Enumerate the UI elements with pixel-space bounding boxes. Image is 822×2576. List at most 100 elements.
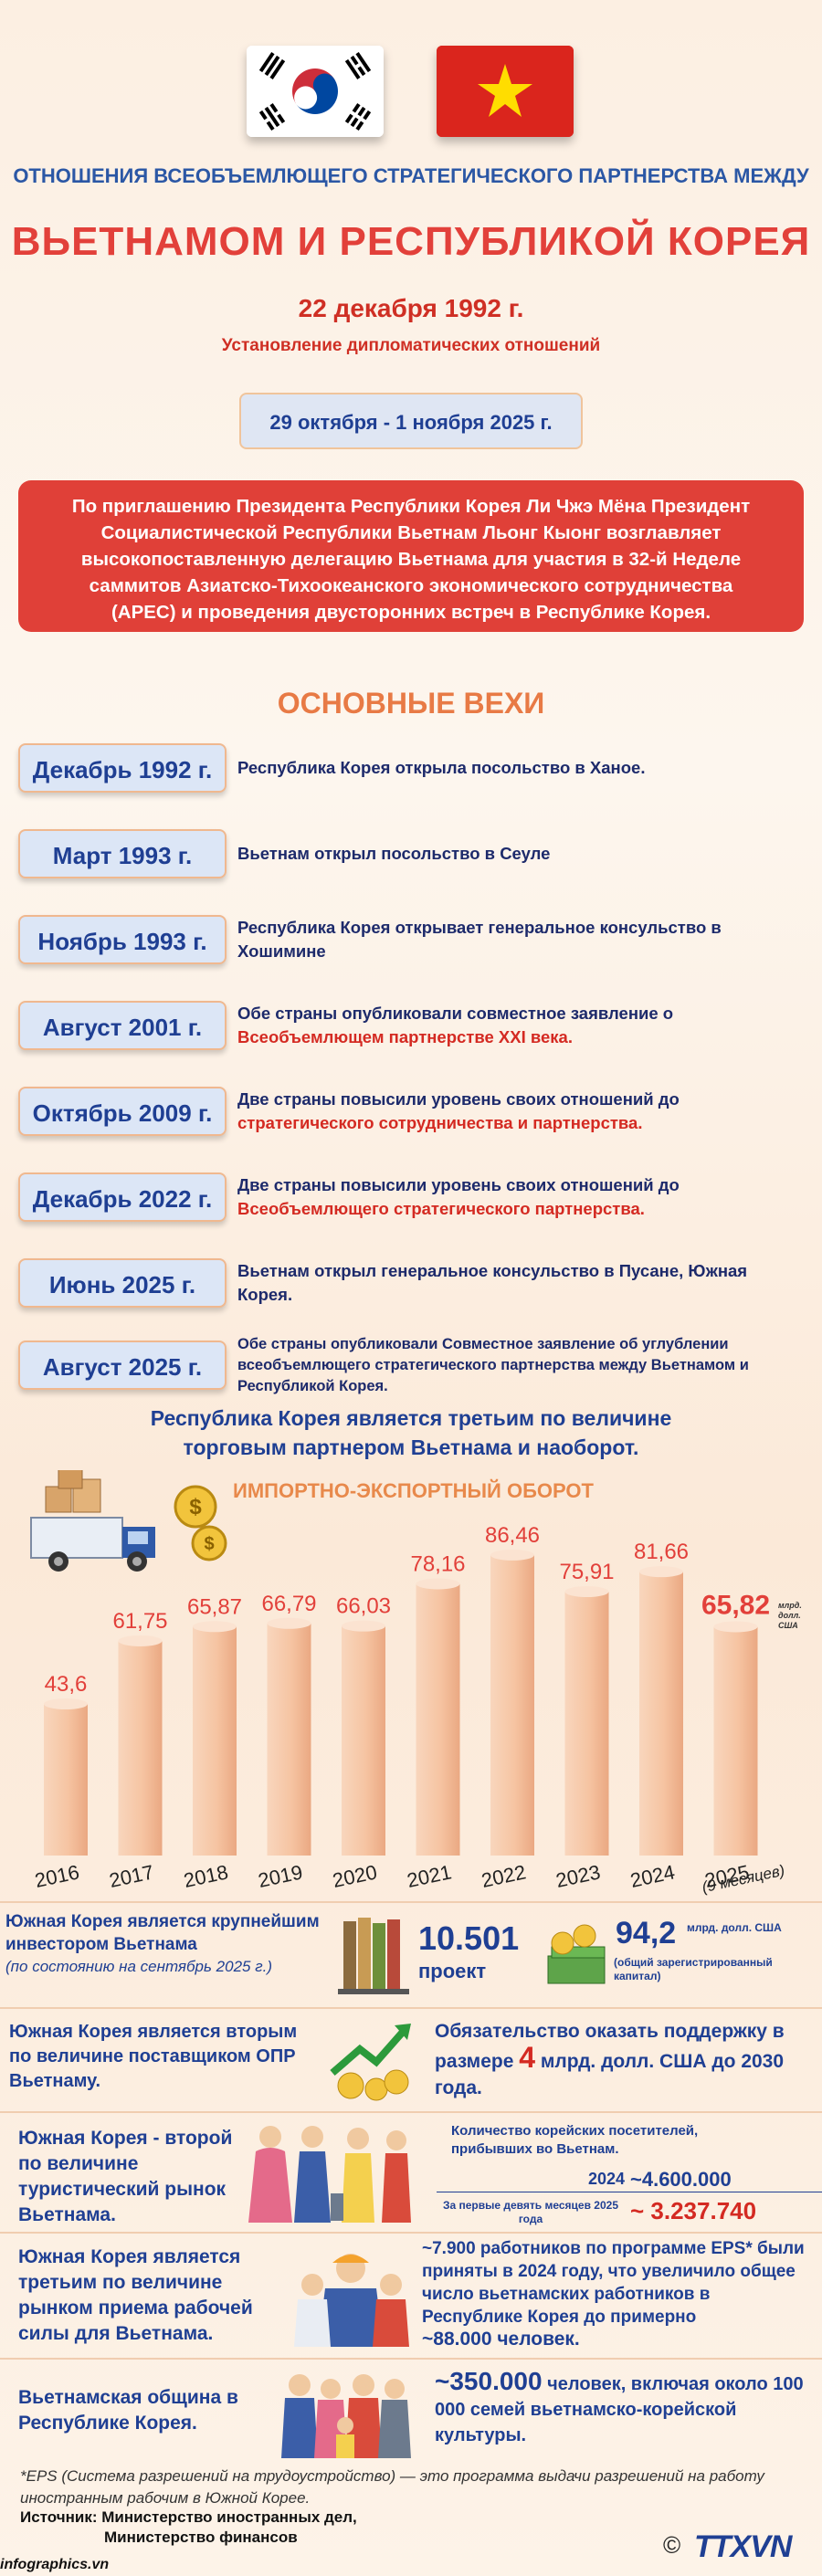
copyright-mark: ©: [663, 2531, 681, 2559]
chart-tick-label: 2023: [553, 1860, 602, 1892]
chart-tick-label: 2020: [331, 1860, 379, 1892]
milestone-row: Март 1993 г. Вьетнам открыл посольство в…: [18, 824, 804, 884]
investor-capital-unit: млрд. долл. США: [687, 1921, 782, 1934]
tourism-label-2025: За первые девять месяцев 2025 года: [442, 2199, 619, 2225]
chart-value-label: 75,91: [559, 1560, 614, 1584]
workers-illustration-icon: [292, 2245, 411, 2349]
trade-heading-line: торговым партнером Вьетнама и наоборот.: [183, 1435, 639, 1459]
oda-commit-value: 4: [519, 2041, 536, 2074]
separator: [0, 2358, 822, 2360]
truck-coins-illustration-icon: $ $: [22, 1467, 232, 1580]
chart-bar-cap: [713, 1621, 758, 1633]
milestone-text: Две страны повысили уровень своих отноше…: [237, 1175, 680, 1218]
milestone-date: Октябрь 2009 г.: [18, 1087, 227, 1136]
chart-value-label: 61,75: [112, 1609, 167, 1634]
title-line-1: ОТНОШЕНИЯ ВСЕОБЪЕМЛЮЩЕГО СТРАТЕГИЧЕСКОГО…: [13, 164, 809, 187]
chart-bar: [639, 1572, 683, 1856]
chart-bar-cap: [44, 1698, 88, 1710]
intro-line: По приглашению Президента Республики Кор…: [71, 496, 751, 517]
labour-line-2: ~88.000 человек.: [422, 2329, 580, 2350]
milestone-date: Июнь 2025 г.: [18, 1258, 227, 1308]
chart-value-label: 66,79: [261, 1592, 316, 1616]
milestone-row: Декабрь 1992 г. Республика Корея открыла…: [18, 738, 804, 798]
milestone-row: Ноябрь 1993 г. Республика Корея открывае…: [18, 909, 804, 970]
tourism-section: Южная Корея - второй по величине туристи…: [0, 2117, 822, 2228]
chart-bar-cap: [118, 1635, 163, 1646]
intro-line: (APEC) и проведения двусторонних встреч …: [111, 602, 711, 623]
chart-bar: [118, 1640, 163, 1856]
trade-partner-heading: Республика Корея является третьим по вел…: [0, 1404, 822, 1462]
brand-link[interactable]: infographics.vn: [0, 2557, 110, 2572]
coins-growth-icon: [323, 2018, 415, 2104]
tourism-value-2024: ~4.600.000: [630, 2168, 732, 2191]
milestone-date: Ноябрь 1993 г.: [18, 915, 227, 964]
chart-tick-label: 2019: [256, 1860, 304, 1892]
chart-value-label: 66,03: [336, 1594, 391, 1619]
chart-value-label: 86,46: [485, 1523, 540, 1548]
investor-capital-note: (общий зарегистрированный капитал): [614, 1956, 773, 1982]
milestone-date: Август 2001 г.: [18, 1001, 227, 1050]
trade-heading-line: Республика Корея является третьим по вел…: [150, 1406, 672, 1430]
chart-tick-label: 2022: [480, 1860, 528, 1892]
eps-footnote: *EPS (Система разрешений на трудоустройс…: [20, 2467, 764, 2507]
chart-value-label: 81,66: [634, 1540, 689, 1564]
milestone-text: Республика Корея открывает генеральное к…: [237, 918, 722, 961]
vietnam-flag-icon: [437, 46, 574, 137]
source-line: Источник: Министерство иностранных дел,: [20, 2508, 357, 2526]
labour-line-1: ~7.900 работников по программе EPS* были…: [422, 2239, 805, 2327]
tourism-value-2025: ~ 3.237.740: [630, 2197, 757, 2224]
milestone-date: Декабрь 1992 г.: [18, 743, 227, 793]
svg-text:$: $: [189, 1495, 202, 1519]
chart-value-label: 43,6: [45, 1672, 88, 1697]
investor-capital-value: 94,2: [616, 1916, 677, 1950]
relations-date: 22 декабря 1992 г.: [298, 294, 524, 322]
community-value: ~350.000: [435, 2367, 543, 2395]
chart-value-label: 78,16: [410, 1551, 465, 1576]
separator: [0, 2007, 822, 2009]
chart-value-label: 65,87: [187, 1594, 242, 1619]
chart-tick-label: 2017: [107, 1860, 155, 1892]
chart-bar: [267, 1623, 311, 1856]
intro-box: По приглашению Президента Республики Кор…: [18, 480, 804, 632]
milestone-text: Обе страны опубликовали совместное заявл…: [237, 1004, 674, 1046]
milestone-date: Март 1993 г.: [18, 829, 227, 878]
oda-commitment: Обязательство оказать поддержку в размер…: [435, 2021, 785, 2098]
tourism-text: Южная Корея - второй по величине туристи…: [18, 2128, 233, 2225]
chart-unit: млрд. долл. США: [778, 1601, 802, 1630]
ttxvn-logo: TTXVN: [694, 2529, 792, 2564]
investor-projects-label: проект: [418, 1960, 487, 1982]
community-section: Вьетнамская община в Республике Корея. ~…: [0, 2363, 822, 2464]
chart-bar: [564, 1592, 609, 1856]
source-line: Министерство финансов: [104, 2529, 298, 2546]
milestone-text: Республика Корея открыла посольство в Ха…: [237, 758, 646, 777]
intro-line: саммитов Азиатско-Тихоокеанского экономи…: [89, 575, 733, 596]
chart-tick-label: 2021: [405, 1860, 453, 1892]
svg-text:$: $: [204, 1534, 214, 1554]
labour-section: Южная Корея является третьим по величине…: [0, 2237, 822, 2354]
chart-bar: [342, 1625, 385, 1856]
tourists-illustration-icon: [239, 2120, 422, 2226]
family-illustration-icon: [274, 2367, 420, 2460]
chart-value-label: 65,82: [701, 1590, 770, 1620]
chart-tick-label: 2018: [182, 1860, 230, 1892]
chart-bar-cap: [193, 1621, 237, 1633]
chart-bar-cap: [639, 1566, 683, 1578]
chart-tick-label: 2016: [33, 1860, 81, 1892]
milestone-row: Декабрь 2022 г. Две страны повысили уров…: [18, 1167, 804, 1227]
milestones-title: ОСНОВНЫЕ ВЕХИ: [277, 687, 545, 720]
milestone-text: Вьетнам открыл генеральное консульство в…: [237, 1261, 748, 1304]
investor-subtext: (по состоянию на сентябрь 2025 г.): [5, 1958, 272, 1975]
chart-title: ИМПОРТНО-ЭКСПОРТНЫЙ ОБОРОТ: [233, 1479, 594, 1502]
chart-bar-cap: [490, 1549, 534, 1561]
chart-bar-cap: [342, 1620, 385, 1632]
chart-bar: [193, 1626, 237, 1856]
intro-line: Социалистической Республики Вьетнам Льон…: [100, 522, 722, 543]
oda-text: Южная Корея является вторым по величине …: [9, 2022, 298, 2091]
milestone-row: Октябрь 2009 г. Две страны повысили уров…: [18, 1081, 804, 1141]
tourism-year-2024: 2024: [587, 2170, 625, 2188]
oda-section: Южная Корея является вторым по величине …: [0, 2013, 822, 2108]
visit-date-badge: 29 октября - 1 ноября 2025 г.: [239, 393, 583, 449]
title-line-2: ВЬЕТНАМОМ И РЕСПУБЛИКОЙ КОРЕЯ: [11, 219, 811, 264]
milestone-text: Обе страны опубликовали Совместное заявл…: [237, 1335, 749, 1394]
